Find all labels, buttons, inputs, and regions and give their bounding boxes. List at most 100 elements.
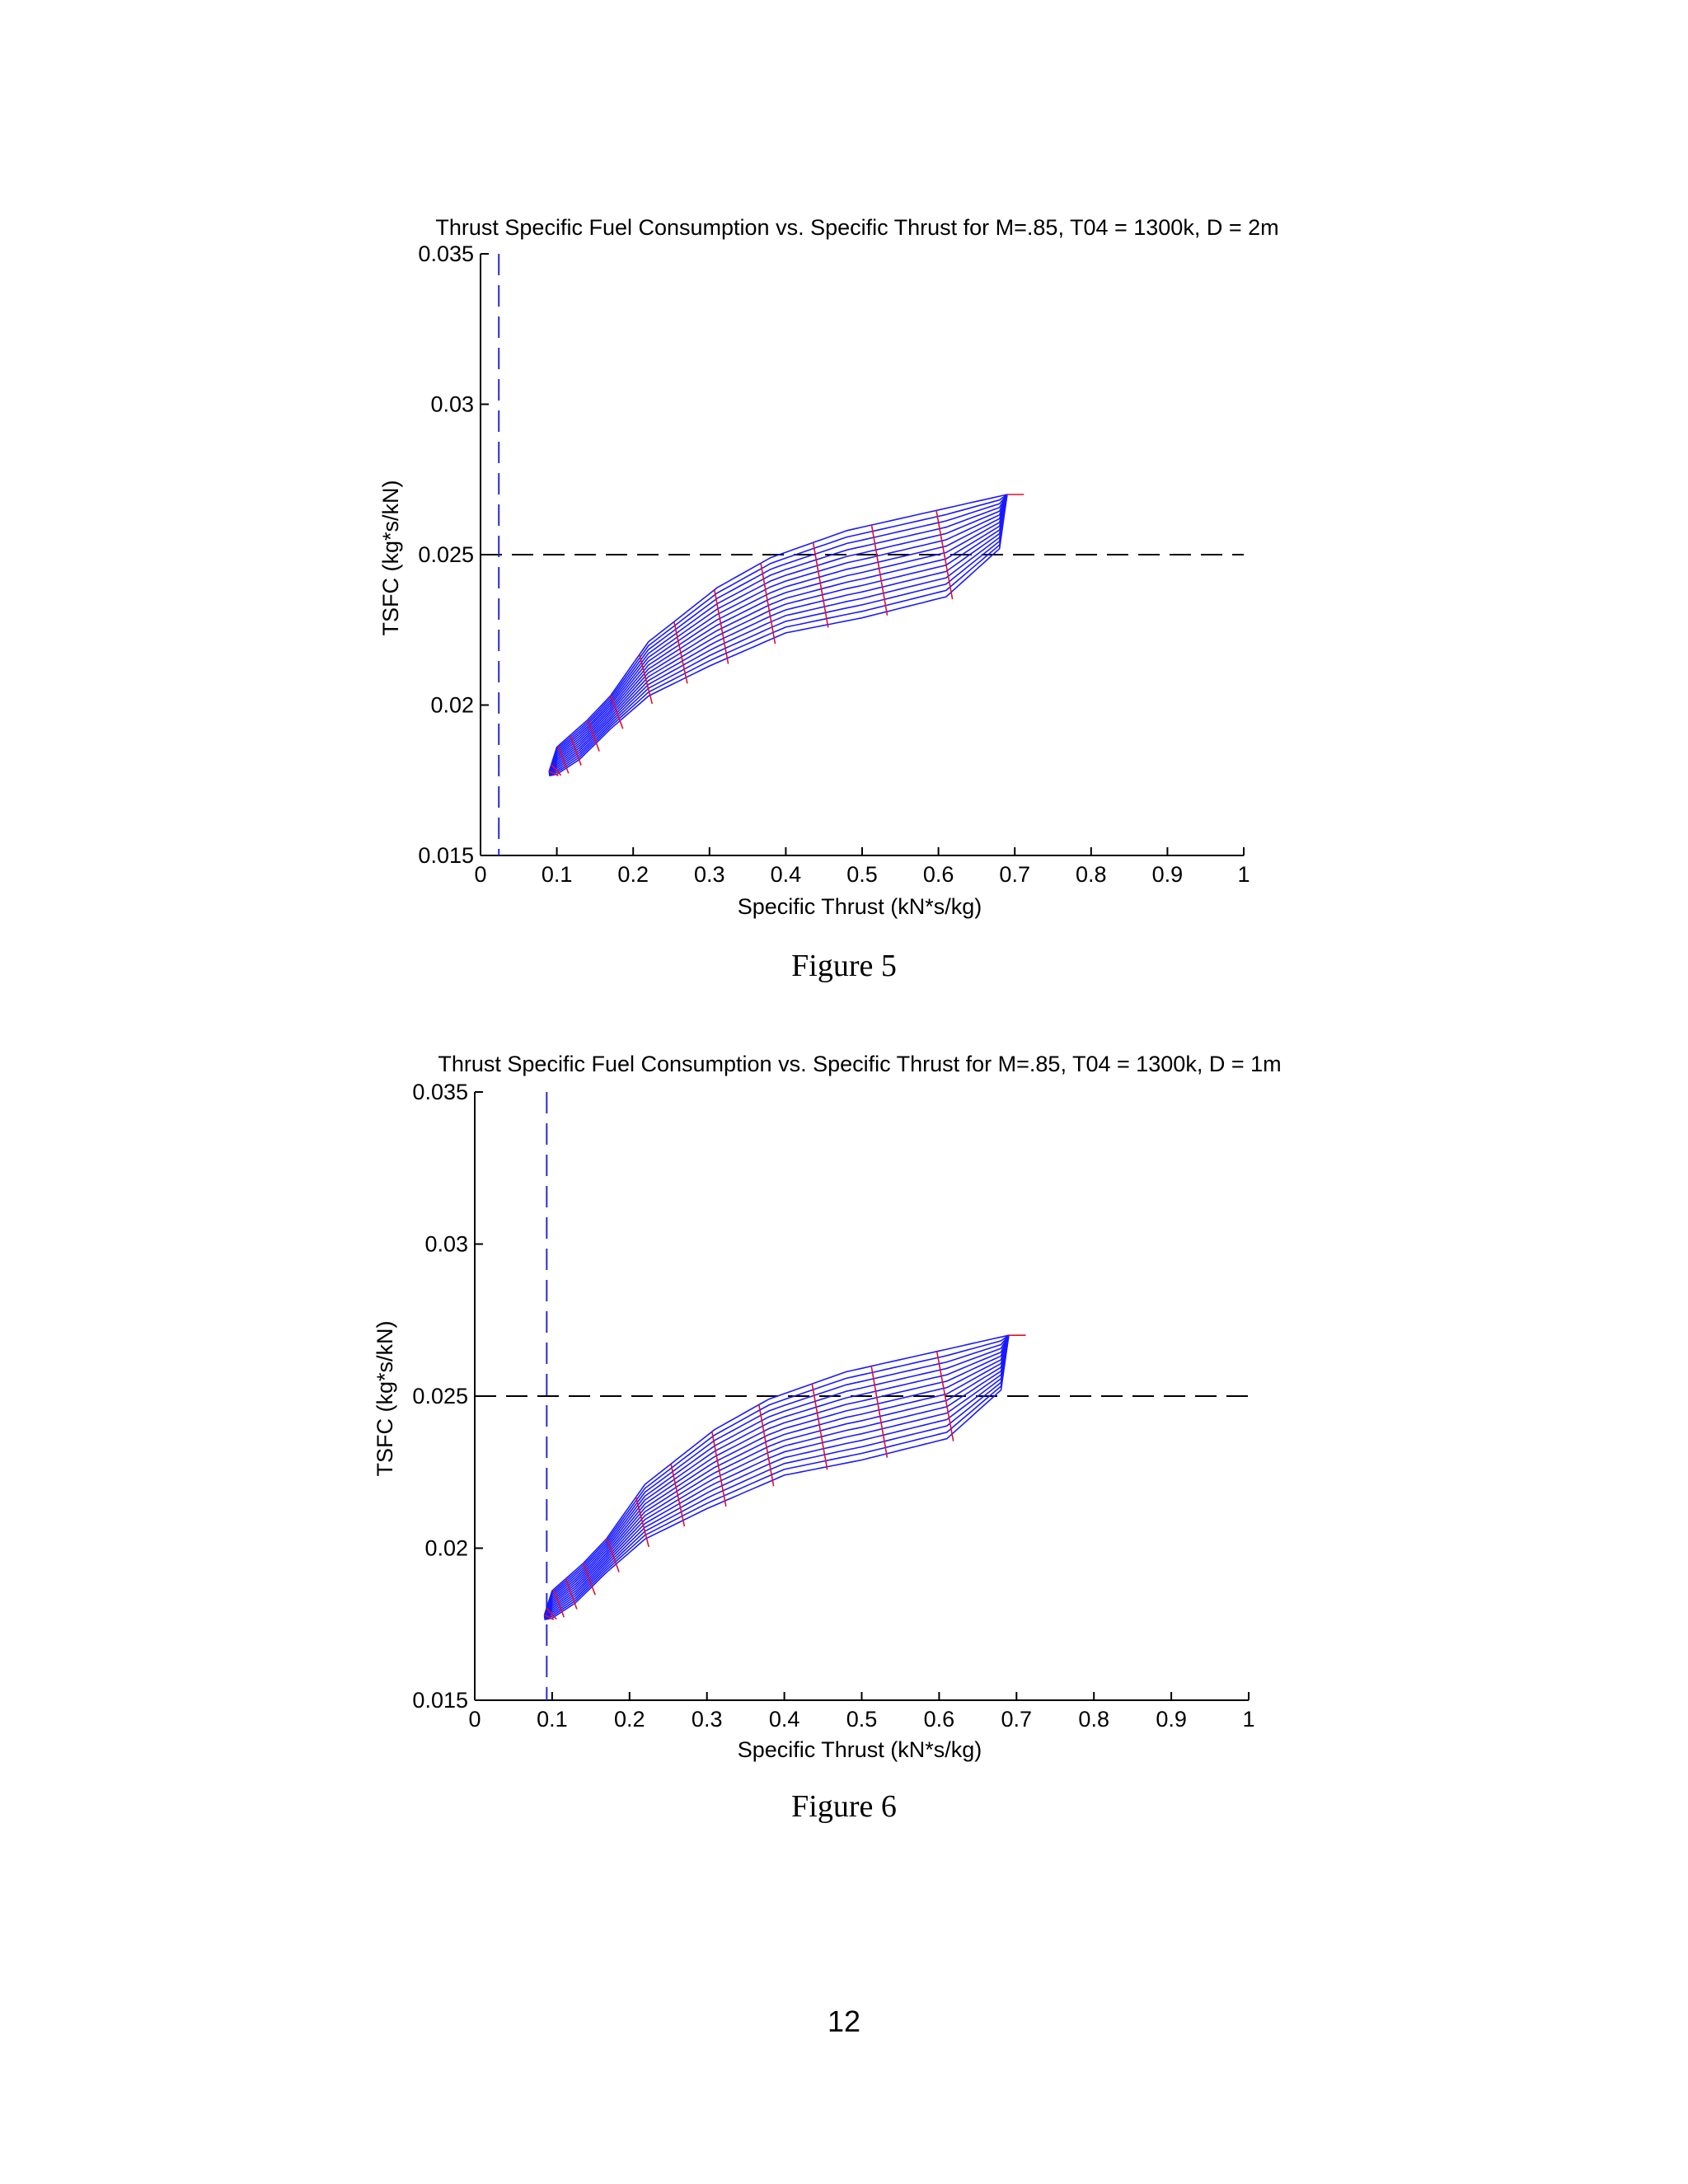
x-tick-label: 0.9 <box>1156 1707 1187 1732</box>
tsfc-curve <box>548 494 1008 773</box>
tsfc-curve <box>548 494 1008 774</box>
constant-parameter-line <box>557 745 570 774</box>
constant-parameter-line <box>935 1351 954 1441</box>
x-tick-label: 0 <box>468 1707 481 1732</box>
x-tick-label: 0.2 <box>617 862 649 887</box>
constant-parameter-line <box>546 1608 557 1620</box>
constant-parameter-line <box>711 1432 727 1507</box>
x-tick-label: 0 <box>474 862 486 887</box>
constant-parameter-line <box>610 695 624 729</box>
x-tick-label: 0.8 <box>1076 862 1107 887</box>
carpet-plot <box>548 494 1025 777</box>
x-tick-label: 0.5 <box>846 862 878 887</box>
y-tick-label: 0.015 <box>412 1688 468 1713</box>
tsfc-curve <box>548 494 1008 776</box>
constant-parameter-line <box>635 1497 649 1548</box>
tsfc-curve <box>543 1334 1010 1616</box>
constant-parameter-line <box>670 1464 686 1527</box>
tsfc-curve <box>548 494 1008 775</box>
tsfc-curve <box>544 1335 1010 1620</box>
tsfc-curve <box>548 494 1008 776</box>
y-tick-label: 0.035 <box>412 1080 468 1104</box>
constant-parameter-line <box>583 1563 596 1596</box>
tsfc-curve <box>543 1334 1010 1618</box>
constant-parameter-line <box>606 1538 620 1572</box>
constant-parameter-line <box>570 734 582 766</box>
x-tick-label: 1 <box>1237 862 1250 887</box>
x-tick-label: 1 <box>1242 1707 1254 1732</box>
y-tick-label: 0.025 <box>412 1384 468 1408</box>
y-axis-label: TSFC (kg*s/kN) <box>378 480 403 636</box>
x-tick-label: 0.3 <box>694 862 725 887</box>
tsfc-curve <box>543 1335 1010 1619</box>
constant-parameter-line <box>870 524 889 616</box>
constant-parameter-line <box>551 764 562 776</box>
figure-6: Thrust Specific Fuel Consumption vs. Spe… <box>0 1034 1688 1830</box>
tsfc-curve <box>548 494 1008 774</box>
chart-title: Thrust Specific Fuel Consumption vs. Spe… <box>435 215 1278 240</box>
tsfc-curve <box>543 1335 1010 1619</box>
constant-parameter-line <box>552 1589 565 1618</box>
x-tick-label: 0.2 <box>614 1707 645 1732</box>
x-axis-label: Specific Thrust (kN*s/kg) <box>738 894 982 919</box>
carpet-plot <box>543 1334 1026 1620</box>
tsfc-curve <box>548 494 1008 773</box>
constant-parameter-line <box>587 719 600 752</box>
y-tick-label: 0.02 <box>430 693 474 718</box>
x-tick-label: 0.4 <box>769 1707 800 1732</box>
tsfc-curve <box>544 1335 1010 1620</box>
y-tick-label: 0.03 <box>430 392 474 417</box>
tsfc-curve <box>543 1335 1010 1619</box>
y-tick-label: 0.035 <box>418 241 474 266</box>
x-tick-label: 0.7 <box>999 862 1030 887</box>
tsfc-curve <box>548 494 1008 772</box>
x-tick-label: 0.6 <box>924 1707 955 1732</box>
constant-parameter-line <box>565 1578 578 1610</box>
chart-title: Thrust Specific Fuel Consumption vs. Spe… <box>438 1052 1281 1076</box>
tsfc-curve <box>543 1334 1010 1617</box>
tsfc-curve <box>543 1334 1010 1615</box>
constant-parameter-line <box>639 654 654 705</box>
tsfc-curve <box>543 1334 1010 1618</box>
constant-parameter-line <box>548 771 559 777</box>
constant-parameter-line <box>760 563 776 644</box>
constant-parameter-line <box>714 589 729 664</box>
tsfc-curve <box>548 494 1008 774</box>
x-tick-label: 0.6 <box>923 862 954 887</box>
y-axis-label: TSFC (kg*s/kN) <box>373 1321 397 1477</box>
constant-parameter-line <box>935 510 954 600</box>
x-tick-label: 0.1 <box>542 862 573 887</box>
constant-parameter-line <box>758 1404 775 1487</box>
tsfc-curve <box>543 1335 1010 1619</box>
tsfc-curve <box>548 494 1008 776</box>
figure-caption: Figure 5 <box>791 949 897 983</box>
x-axis-label: Specific Thrust (kN*s/kg) <box>738 1737 982 1762</box>
x-tick-label: 0.1 <box>537 1707 568 1732</box>
y-tick-label: 0.015 <box>418 843 474 868</box>
x-tick-label: 0.3 <box>692 1707 723 1732</box>
constant-parameter-line <box>812 542 829 628</box>
tsfc-curve <box>548 494 1008 772</box>
x-tick-label: 0.8 <box>1078 1707 1109 1732</box>
tsfc-curve <box>544 1335 1010 1620</box>
constant-parameter-line <box>870 1366 889 1458</box>
tsfc-curve <box>548 494 1008 775</box>
x-tick-label: 0.7 <box>1001 1707 1033 1732</box>
tsfc-chart-d2m: Thrust Specific Fuel Consumption vs. Spe… <box>378 215 1279 919</box>
y-tick-label: 0.02 <box>424 1536 468 1561</box>
tsfc-curve <box>548 494 1008 776</box>
y-tick-label: 0.03 <box>424 1232 468 1257</box>
y-tick-label: 0.025 <box>418 542 474 567</box>
tsfc-curve <box>543 1334 1010 1616</box>
tsfc-curve <box>543 1334 1010 1618</box>
figure-caption: Figure 6 <box>791 1789 897 1824</box>
tsfc-curve <box>543 1334 1010 1617</box>
tsfc-curve <box>549 494 1008 777</box>
figure-5: Thrust Specific Fuel Consumption vs. Spe… <box>0 198 1688 989</box>
tsfc-curve <box>548 494 1008 772</box>
constant-parameter-line <box>673 621 688 684</box>
tsfc-chart-d1m: Thrust Specific Fuel Consumption vs. Spe… <box>373 1052 1282 1762</box>
constant-parameter-line <box>811 1383 828 1470</box>
x-tick-label: 0.5 <box>846 1707 878 1732</box>
page-number: 12 <box>827 2004 861 2038</box>
